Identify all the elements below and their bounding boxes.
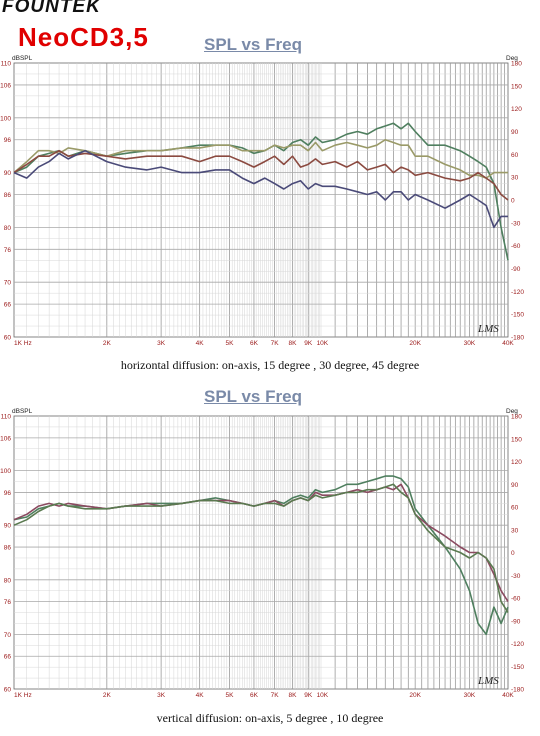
series-line — [13, 149, 509, 201]
y-tick-label: 110 — [1, 61, 12, 68]
y-axis-label: dBSPL — [12, 55, 33, 62]
x-tick-label: 5K — [226, 692, 235, 699]
y-tick-label: 66 — [4, 302, 12, 309]
x-tick-label: 6K — [250, 692, 259, 699]
x-tick-label: 9K — [304, 692, 313, 699]
x-tick-label: 5K — [226, 340, 235, 346]
x-tick-label: 3K — [157, 340, 166, 346]
spl-chart-vertical: 110 106 100 96 90 86 80 76 70 66 60 180 150 120 90 60 30… — [0, 408, 524, 699]
x-tick-label: 1K Hz — [14, 340, 32, 346]
plot-area — [13, 415, 509, 690]
y-tick-label: 70 — [4, 632, 12, 639]
y-tick-label: 76 — [4, 599, 12, 606]
y-axis-label-right: Deg — [506, 55, 518, 62]
brand-logo: FOUNTEK — [2, 0, 101, 17]
series-line — [13, 138, 508, 179]
y-axis-label-right: Deg — [506, 408, 518, 415]
y-tick-label: 100 — [0, 115, 11, 122]
x-tick-label: 30K — [464, 340, 476, 346]
y-tick-label-right: -30 — [511, 220, 521, 227]
x-tick-label: 7K — [271, 692, 280, 699]
x-tick-label: 8K — [288, 340, 297, 346]
y-tick-label: 96 — [4, 137, 12, 144]
y-tick-label: 60 — [4, 687, 12, 694]
y-tick-label-right: -150 — [511, 312, 524, 319]
y-tick-label-right: -120 — [511, 641, 524, 648]
y-tick-label: 80 — [4, 225, 12, 232]
y-tick-label-right: -150 — [511, 664, 524, 671]
x-tick-label: 6K — [250, 340, 259, 346]
y-tick-label-right: 120 — [511, 459, 522, 466]
y-tick-label: 86 — [4, 545, 12, 552]
y-tick-label-right: 0 — [511, 198, 515, 205]
lms-watermark: LMS — [477, 323, 499, 335]
y-tick-label-right: -60 — [511, 243, 521, 250]
model-name: NeoCD3,5 — [18, 22, 149, 52]
y-tick-label-right: 60 — [511, 152, 519, 159]
x-tick-label: 10K — [317, 340, 329, 346]
y-tick-label-right: -180 — [511, 687, 524, 694]
y-tick-label: 90 — [4, 170, 12, 177]
y-tick-label: 86 — [4, 192, 12, 199]
y-tick-label-right: 90 — [511, 129, 519, 136]
x-tick-label: 2K — [103, 340, 112, 346]
lms-watermark: LMS — [477, 675, 499, 687]
x-tick-label: 10K — [317, 692, 329, 699]
y-tick-label: 96 — [4, 490, 12, 497]
y-tick-label-right: 60 — [511, 505, 519, 512]
y-tick-label-right: 30 — [511, 175, 519, 182]
y-tick-label-right: 150 — [511, 436, 522, 443]
x-tick-label: 30K — [464, 692, 476, 699]
caption-horizontal: horizontal diffusion: on-axis, 15 degree… — [120, 358, 420, 372]
x-tick-label: 40K — [502, 340, 514, 346]
y-tick-label-right: -90 — [511, 618, 521, 625]
caption-vertical: vertical diffusion: on-axis, 5 degree , … — [156, 711, 384, 725]
spl-chart-horizontal: 110 106 100 96 90 86 80 76 70 66 60 180 150 120 90 60 30… — [0, 55, 524, 346]
x-tick-label: 1K Hz — [14, 692, 32, 699]
chart-title-top: SPL vs Freq — [204, 35, 302, 54]
x-tick-label: 9K — [304, 340, 313, 346]
y-tick-label: 90 — [4, 523, 12, 530]
x-tick-label: 4K — [196, 340, 205, 346]
x-tick-label: 20K — [409, 340, 421, 346]
y-tick-label: 66 — [4, 654, 12, 661]
y-axis-label: dBSPL — [12, 408, 33, 415]
y-tick-label: 110 — [1, 414, 12, 421]
plot-area — [13, 62, 509, 338]
y-tick-label-right: -90 — [511, 266, 521, 273]
y-tick-label-right: 180 — [511, 61, 522, 68]
x-tick-label: 2K — [103, 692, 112, 699]
y-tick-label-right: 180 — [511, 414, 522, 421]
x-tick-label: 3K — [157, 692, 166, 699]
x-tick-label: 7K — [271, 340, 280, 346]
y-tick-label-right: 30 — [511, 527, 519, 534]
x-tick-label: 8K — [288, 692, 297, 699]
y-tick-label: 60 — [4, 335, 12, 342]
y-tick-label: 70 — [4, 280, 12, 287]
y-tick-label-right: 120 — [511, 106, 522, 113]
y-tick-label-right: 90 — [511, 482, 519, 489]
y-tick-label-right: 150 — [511, 83, 522, 90]
chart-title-bottom: SPL vs Freq — [204, 387, 302, 406]
y-tick-label: 76 — [4, 247, 12, 254]
x-tick-label: 20K — [409, 692, 421, 699]
y-tick-label-right: -180 — [511, 335, 524, 342]
y-tick-label-right: 0 — [511, 550, 515, 557]
series-line — [13, 149, 508, 229]
x-tick-label: 4K — [196, 692, 205, 699]
y-tick-label-right: -120 — [511, 289, 524, 296]
y-tick-label: 100 — [0, 468, 11, 475]
x-tick-label: 40K — [502, 692, 514, 699]
y-tick-label: 106 — [0, 435, 11, 442]
y-tick-label: 80 — [4, 577, 12, 584]
series-line — [13, 483, 509, 614]
y-tick-label-right: -60 — [511, 596, 521, 603]
y-tick-label-right: -30 — [511, 573, 521, 580]
y-tick-label: 106 — [0, 82, 11, 89]
